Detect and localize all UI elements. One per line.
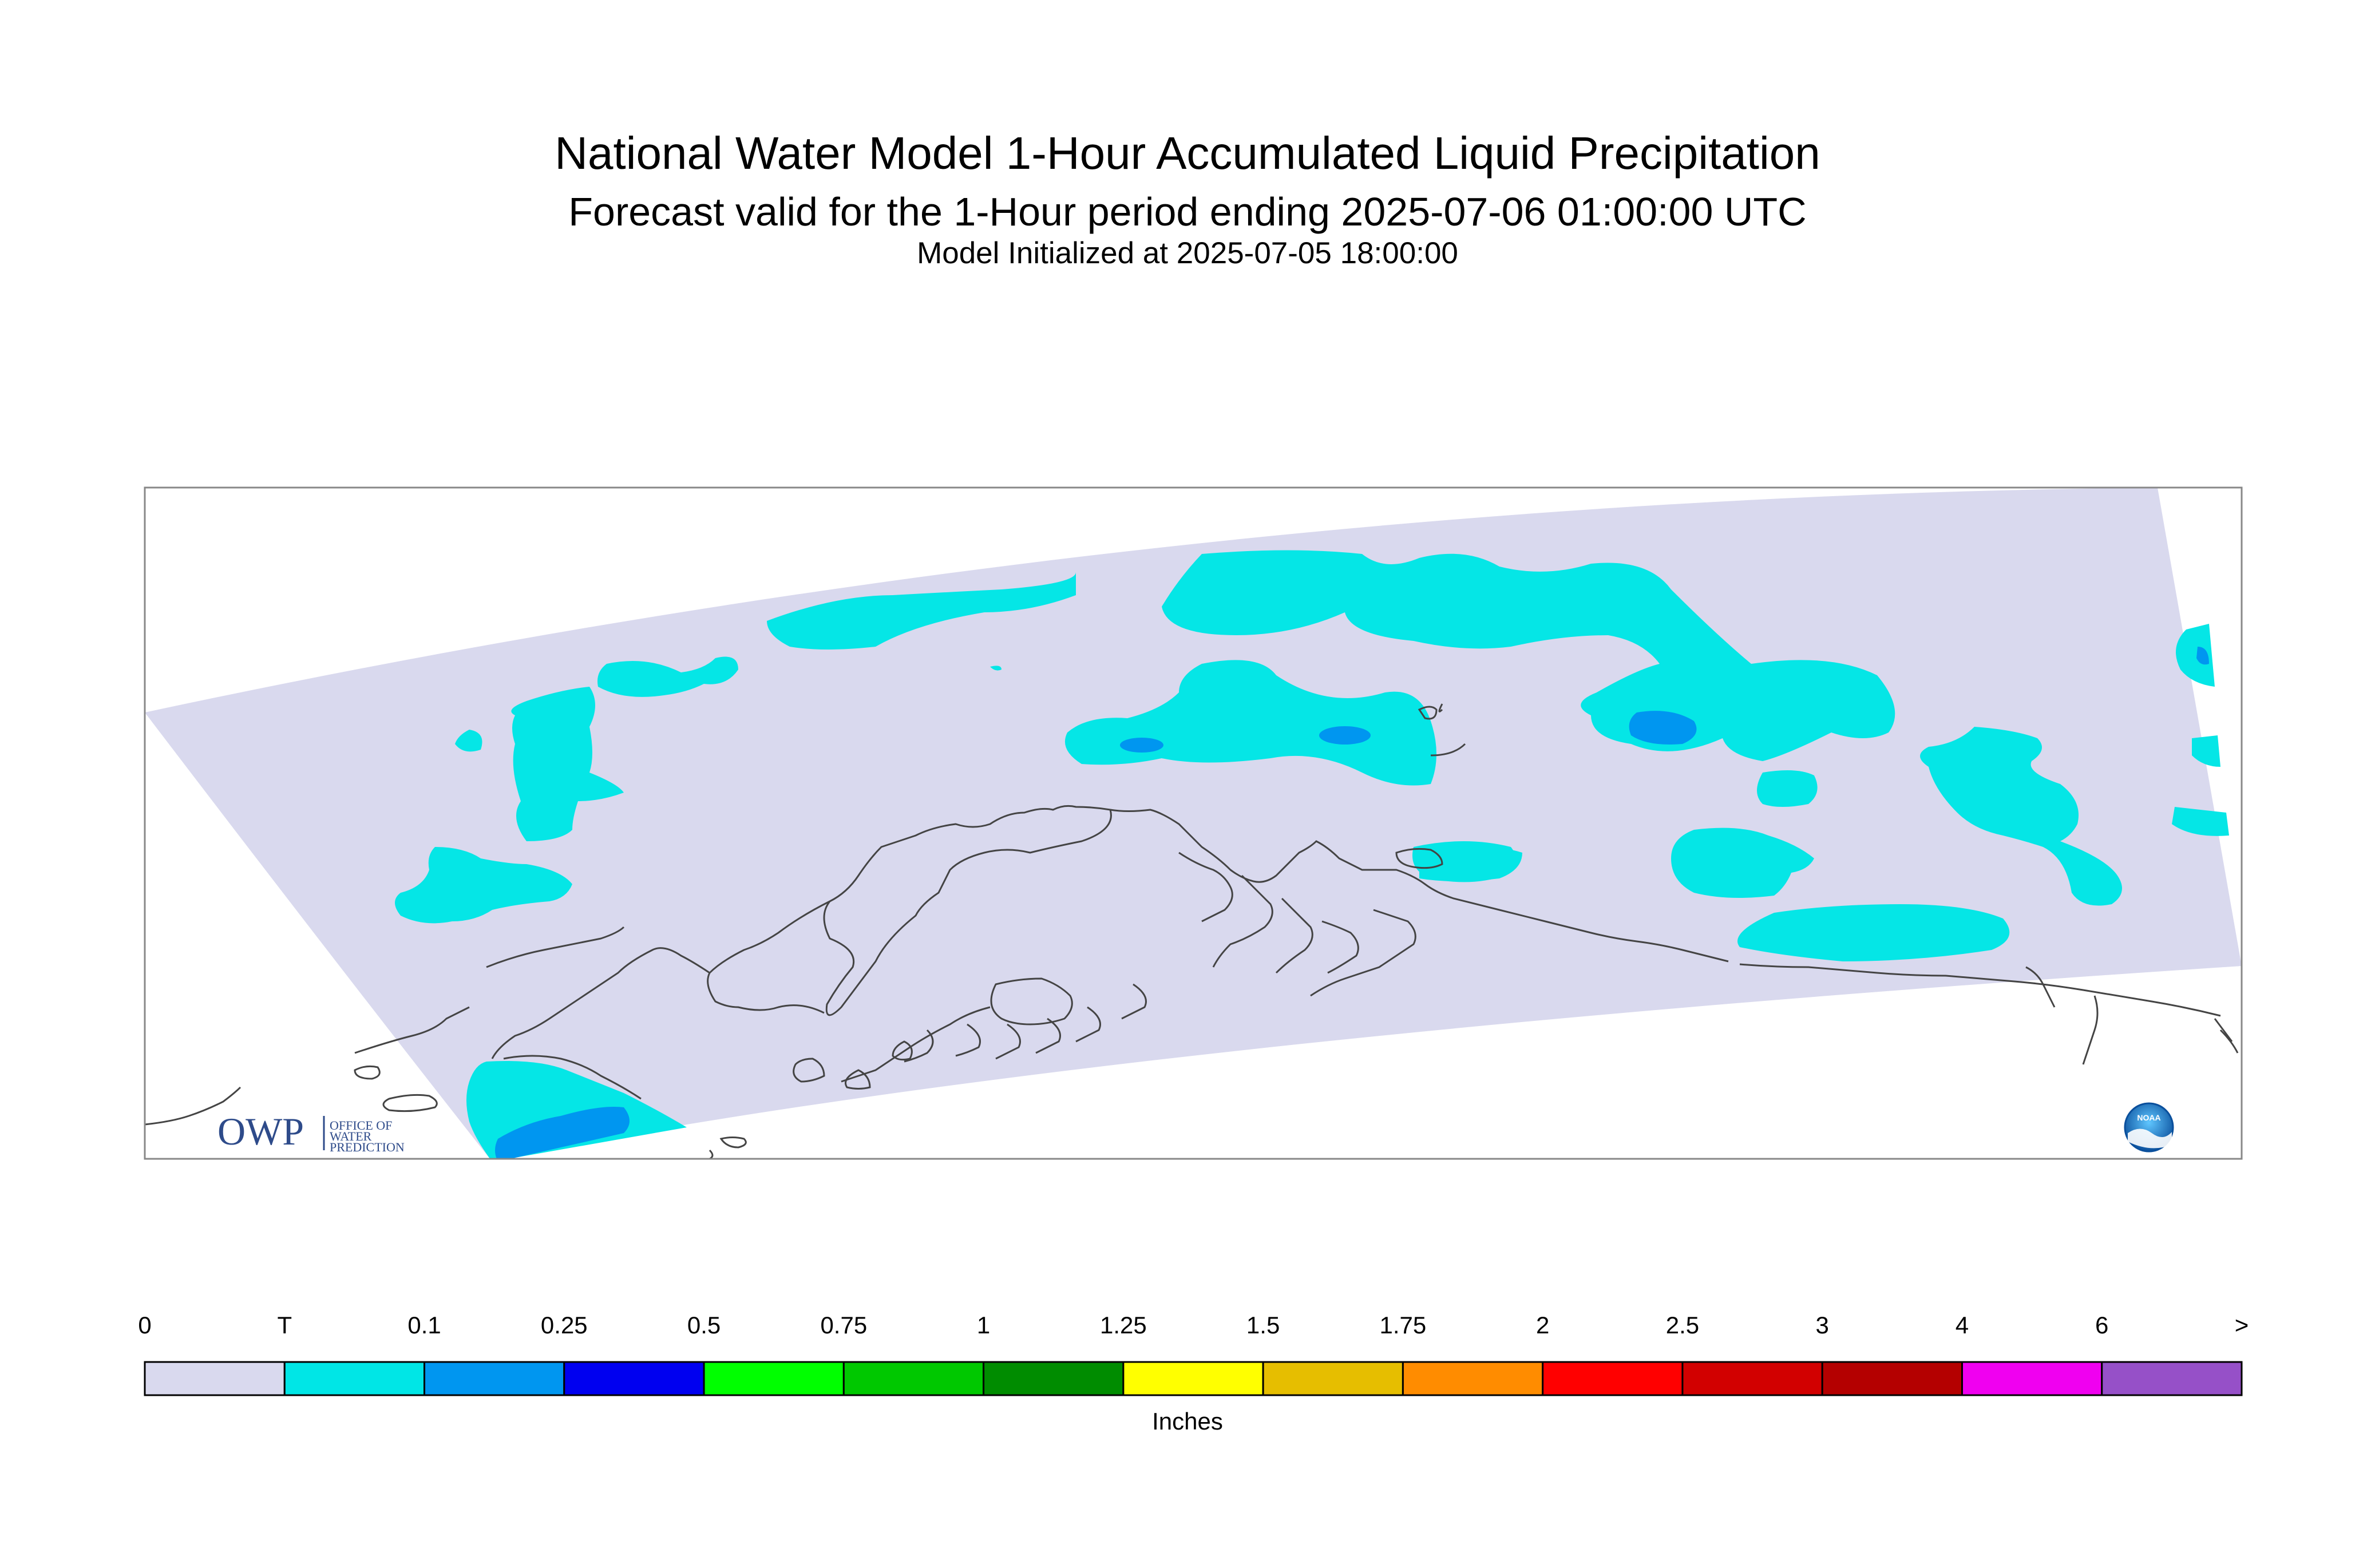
legend-label-2: 0.1 xyxy=(407,1312,441,1339)
owp-logo-line-2: WATER xyxy=(330,1129,372,1143)
legend-units-label: Inches xyxy=(1152,1408,1223,1435)
legend-swatch-5 xyxy=(842,1361,985,1396)
legend-label-3: 0.25 xyxy=(540,1312,588,1339)
legend-label-1: T xyxy=(277,1312,292,1339)
owp-logo: OWP OFFICE OF WATER PREDICTION xyxy=(217,1110,405,1154)
legend-label-7: 1.25 xyxy=(1099,1312,1147,1339)
legend-label-12: 3 xyxy=(1815,1312,1829,1339)
trace-precip-areas xyxy=(395,550,2229,1159)
light-precip-areas xyxy=(495,647,2209,1159)
legend-label-9: 1.75 xyxy=(1379,1312,1427,1339)
legend-label-4: 0.5 xyxy=(687,1312,721,1339)
legend-swatch-9 xyxy=(1402,1361,1544,1396)
legend-label-5: 0.75 xyxy=(820,1312,868,1339)
legend-swatch-0 xyxy=(144,1361,286,1396)
legend-label-10: 2 xyxy=(1535,1312,1550,1339)
noaa-logo: NOAA xyxy=(2124,1102,2174,1153)
legend-swatch-8 xyxy=(1262,1361,1404,1396)
legend-swatch-11 xyxy=(1681,1361,1823,1396)
legend-swatch-12 xyxy=(1821,1361,1963,1396)
model-init-time: Model Initialized at 2025-07-05 18:00:00 xyxy=(917,236,1458,270)
legend-label-6: 1 xyxy=(976,1312,991,1339)
map-frame xyxy=(144,486,2243,1160)
legend-color-bar xyxy=(144,1361,2243,1396)
legend-swatch-3 xyxy=(563,1361,705,1396)
legend-label-8: 1.5 xyxy=(1246,1312,1280,1339)
legend-label-14: 6 xyxy=(2095,1312,2109,1339)
legend-swatch-14 xyxy=(2101,1361,2243,1396)
owp-logo-line-3: PREDICTION xyxy=(330,1140,405,1154)
owp-logo-text: OWP xyxy=(217,1110,304,1153)
legend-swatch-10 xyxy=(1542,1361,1684,1396)
legend-label-13: 4 xyxy=(1955,1312,1969,1339)
map-subtitle: Forecast valid for the 1-Hour period end… xyxy=(568,189,1807,234)
legend-swatch-2 xyxy=(423,1361,565,1396)
legend-swatch-4 xyxy=(703,1361,845,1396)
legend-swatch-1 xyxy=(283,1361,426,1396)
coastlines xyxy=(145,703,2239,1159)
legend-swatch-13 xyxy=(1961,1361,2103,1396)
map-title: National Water Model 1-Hour Accumulated … xyxy=(555,128,1820,179)
legend-swatch-7 xyxy=(1122,1361,1264,1396)
owp-logo-line-1: OFFICE OF xyxy=(330,1118,392,1133)
legend-swatch-6 xyxy=(983,1361,1125,1396)
legend-label-0: 0 xyxy=(138,1312,152,1339)
legend-label-15: > xyxy=(2234,1312,2249,1339)
legend-label-11: 2.5 xyxy=(1665,1312,1700,1339)
noaa-logo-text: NOAA xyxy=(2137,1113,2160,1122)
